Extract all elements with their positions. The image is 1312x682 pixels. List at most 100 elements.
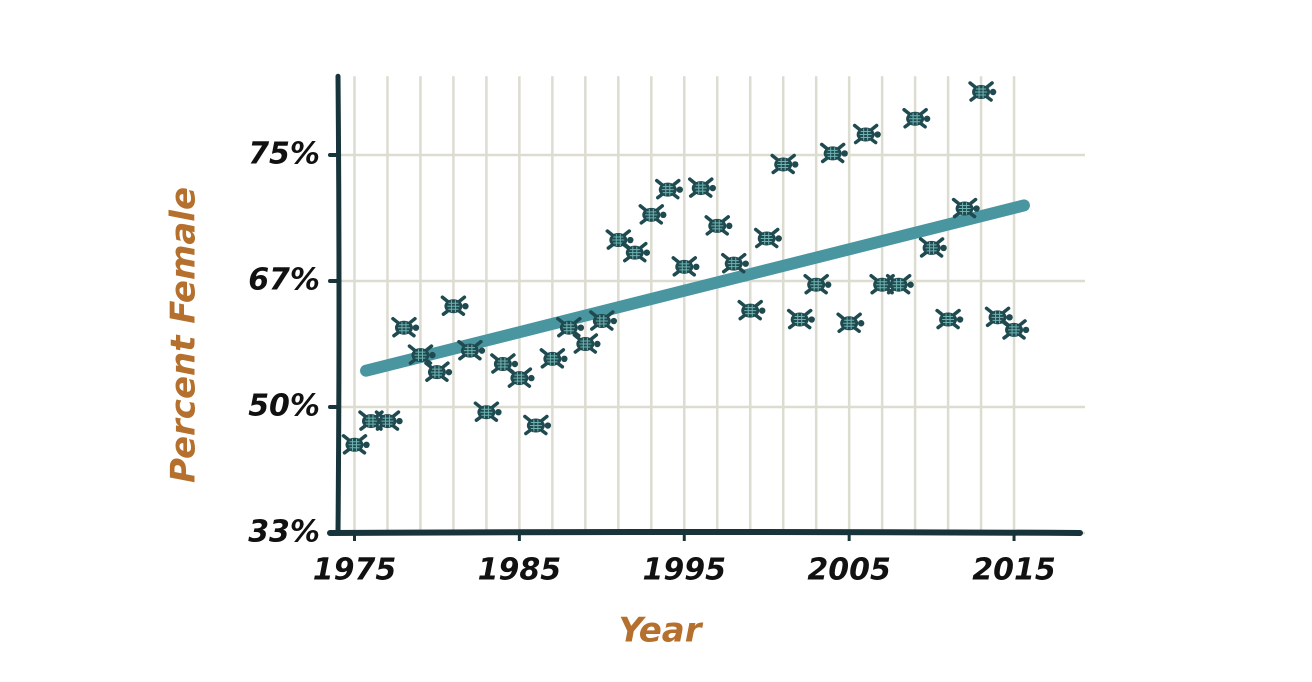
turtle-flipper — [424, 344, 434, 352]
turtle-flipper — [1018, 333, 1026, 340]
turtle-head — [660, 211, 667, 219]
turtle-marker — [786, 308, 815, 330]
turtle-marker — [424, 361, 453, 382]
turtle-head — [528, 374, 535, 382]
turtle-marker — [341, 434, 370, 455]
turtle-flipper — [852, 123, 862, 132]
turtle-flipper — [490, 353, 499, 361]
turtle-pattern — [826, 147, 839, 160]
turtle-flipper — [573, 316, 582, 325]
turtle-marker — [720, 252, 749, 274]
turtle-head — [726, 222, 733, 230]
turtle-flipper — [474, 353, 482, 361]
turtle-head — [627, 236, 634, 244]
turtle-flipper — [803, 308, 813, 317]
turtle-pattern — [414, 349, 427, 362]
turtle-head — [1006, 314, 1013, 321]
turtle-flipper — [424, 358, 433, 365]
turtle-pattern — [711, 219, 724, 232]
turtle-head — [956, 316, 964, 323]
turtle-marker — [457, 339, 486, 361]
turtle-flipper — [671, 256, 681, 264]
turtle-flipper — [523, 414, 532, 423]
turtle-flipper — [969, 95, 977, 102]
turtle-pattern — [463, 344, 476, 357]
turtle-pattern — [579, 338, 592, 350]
turtle-flipper — [655, 218, 664, 225]
turtle-flipper — [803, 273, 812, 282]
turtle-flipper — [985, 95, 993, 102]
turtle-flipper — [688, 256, 698, 264]
turtle-flipper — [853, 326, 861, 333]
turtle-flipper — [720, 252, 730, 261]
turtle-head — [610, 317, 618, 325]
turtle-pattern — [562, 321, 575, 334]
turtle-flipper — [787, 167, 795, 175]
turtle-head — [940, 244, 947, 252]
turtle-marker — [704, 215, 733, 236]
turtle-flipper — [1002, 333, 1010, 340]
turtle-head — [396, 417, 403, 425]
turtle-marker — [968, 81, 997, 102]
turtle-marker — [770, 153, 799, 175]
turtle-flipper — [556, 362, 565, 369]
turtle-marker — [407, 344, 436, 365]
turtle-pattern — [645, 208, 658, 221]
turtle-head — [429, 351, 436, 359]
x-tick-label: 2015 — [972, 553, 1056, 588]
turtle-flipper — [391, 410, 401, 418]
turtle-flipper — [869, 123, 879, 132]
turtle-flipper — [721, 266, 730, 274]
turtle-flipper — [754, 313, 762, 321]
turtle-marker — [885, 273, 914, 295]
turtle-flipper — [836, 142, 846, 151]
turtle-head — [808, 316, 815, 323]
turtle-flipper — [919, 108, 928, 116]
turtle-flipper — [770, 241, 779, 249]
turtle-flipper — [474, 339, 483, 348]
turtle-flipper — [886, 287, 895, 295]
turtle-flipper — [523, 381, 532, 388]
turtle-flipper — [556, 348, 566, 356]
turtle-marker — [539, 348, 568, 369]
turtle-marker — [374, 410, 403, 431]
turtle-flipper — [935, 251, 944, 258]
y-axis-label: Percent Female — [164, 187, 204, 483]
turtle-marker — [918, 237, 947, 258]
turtle-flipper — [803, 322, 812, 330]
turtle-pattern — [694, 182, 707, 195]
turtle-flipper — [935, 237, 945, 245]
turtle-flipper — [605, 229, 615, 237]
turtle-flipper — [540, 362, 549, 369]
turtle-marker — [440, 295, 469, 316]
turtle-flipper — [968, 211, 977, 219]
turtle-marker — [391, 316, 420, 338]
turtle-marker — [852, 123, 881, 145]
turtle-marker — [638, 204, 667, 225]
turtle-flipper — [556, 316, 565, 325]
turtle-marker — [358, 410, 387, 431]
turtle-flipper — [952, 322, 960, 330]
turtle-flipper — [738, 313, 746, 321]
turtle-flipper — [853, 137, 862, 145]
turtle-head — [594, 340, 601, 348]
turtle-flipper — [902, 108, 911, 116]
turtle-flipper — [804, 287, 812, 295]
turtle-flipper — [672, 270, 681, 277]
turtle-pattern — [1008, 323, 1021, 336]
turtle-flipper — [820, 287, 828, 295]
turtle-pattern — [628, 246, 641, 259]
turtle-pattern — [975, 86, 988, 98]
turtle-flipper — [936, 322, 944, 330]
turtle-flipper — [869, 273, 878, 282]
turtle-flipper — [656, 192, 664, 200]
turtle-marker — [572, 333, 601, 354]
turtle-head — [511, 360, 519, 368]
turtle-pattern — [595, 315, 608, 328]
turtle-head — [907, 281, 914, 288]
turtle-flipper — [359, 424, 367, 431]
y-tick-label: 75% — [248, 137, 320, 172]
turtle-flipper — [490, 401, 500, 409]
turtle-flipper — [819, 142, 829, 151]
turtle-flipper — [919, 122, 927, 129]
